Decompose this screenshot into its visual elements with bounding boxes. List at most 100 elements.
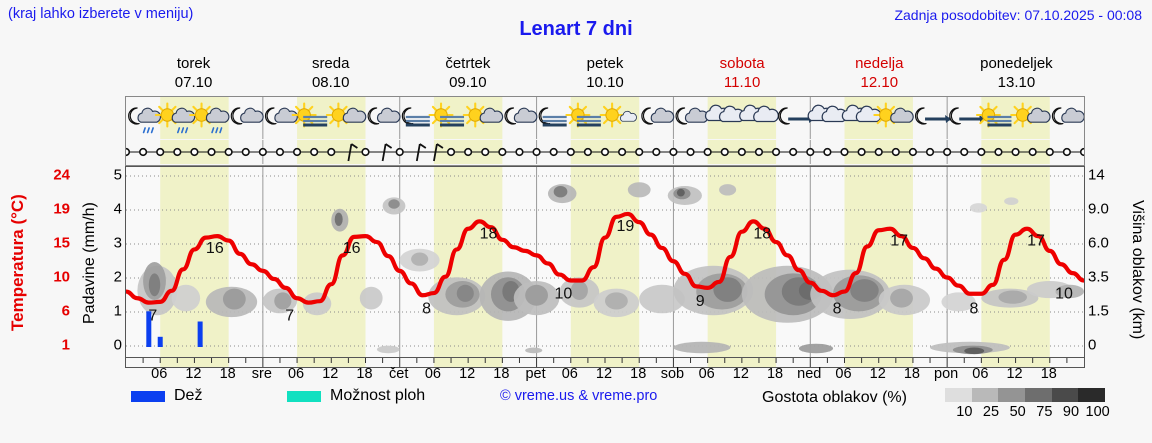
moon-cloud-icon <box>367 107 401 125</box>
wind-calm-icon <box>498 147 507 157</box>
cloud-height-tick: 9.0 <box>1088 200 1109 218</box>
day-date: 11.10 <box>723 73 761 91</box>
x-axis-tick-label: 18 <box>493 366 510 382</box>
x-axis-tick-label: ned <box>797 366 822 382</box>
day-header-row: torek 07.10 sreda 08.10 četrtek 09.10 petek 10.… <box>125 55 1085 93</box>
precipitation-bar <box>197 321 203 347</box>
cloud-density-ramp-segment <box>998 388 1026 402</box>
wind-calm-icon <box>258 147 267 157</box>
wind-calm-icon <box>771 147 781 157</box>
x-axis-tick-label: sre <box>251 366 272 382</box>
precipitation-tick: 4 <box>113 200 122 218</box>
x-axis-tick-label: 12 <box>185 366 202 382</box>
day-header-cell-sreda: sreda 08.10 <box>262 55 399 93</box>
wind-calm-icon <box>994 147 1003 157</box>
precipitation-bar <box>157 336 163 347</box>
wind-barb-strip <box>125 140 1085 166</box>
x-axis-tick-label: 06 <box>835 366 852 382</box>
rain-legend-label: Dež <box>174 387 203 404</box>
x-axis-tick-label: 18 <box>903 366 920 382</box>
x-axis-tick-label: 12 <box>1006 366 1023 382</box>
cloud-height-tick: 3.5 <box>1088 268 1109 286</box>
wind-calm-icon <box>652 147 661 157</box>
wind-calm-icon <box>566 147 575 157</box>
sun-fog-icon <box>428 102 465 128</box>
wind-calm-icon <box>310 147 319 157</box>
x-axis-tick-label: pon <box>934 366 959 382</box>
x-axis-tick-label: 12 <box>595 366 613 382</box>
day-header-cell-sobota: sobota 11.10 <box>674 55 811 93</box>
temperature-tick: 10 <box>53 268 70 286</box>
wind-calm-icon <box>1011 147 1020 157</box>
temperature-value-label: 18 <box>480 225 498 242</box>
temperature-value-label: 9 <box>696 293 705 310</box>
cloud-density-ramp-label: 90 <box>1062 404 1080 420</box>
temperature-tick: 15 <box>53 234 70 252</box>
wind-calm-icon <box>156 147 165 157</box>
day-header-cell-torek: torek 07.10 <box>125 55 262 93</box>
cloud-height-axis-ticks: 14 9.0 6.0 3.5 1.5 0 <box>1088 166 1130 358</box>
wind-calm-icon <box>532 147 541 157</box>
wind-calm-icon <box>139 147 148 157</box>
x-axis-tick-label: 06 <box>972 366 989 382</box>
temperature-value-label: 8 <box>969 300 978 317</box>
cloud-density-ramp-segment <box>971 388 999 402</box>
cloud-density-ramp-segment <box>1025 388 1052 402</box>
day-date: 13.10 <box>997 73 1036 91</box>
wind-calm-icon <box>600 147 610 157</box>
temperature-line <box>126 211 1084 305</box>
day-name: torek <box>176 55 211 72</box>
wind-calm-icon <box>464 147 473 157</box>
sun-fog-icon <box>565 102 601 128</box>
wind-calm-icon <box>840 147 849 157</box>
moon-cloud-icon <box>641 107 675 125</box>
x-axis-tick-label: 18 <box>766 366 784 382</box>
wind-calm-icon <box>583 147 592 157</box>
cloud-overcast-icon <box>704 104 745 123</box>
temperature-value-label: 19 <box>617 218 635 235</box>
x-axis-tick-label: 06 <box>561 366 578 382</box>
temperature-axis-title: Temperatura (°C) <box>8 194 27 332</box>
temperature-axis-ticks: 24 19 15 10 6 1 <box>34 166 70 358</box>
moon-cloud-icon <box>230 107 264 125</box>
temperature-value-label: 8 <box>422 300 431 317</box>
x-axis-tick-label: 12 <box>732 366 749 382</box>
sun-cloud-rain-icon <box>189 102 230 134</box>
wind-calm-icon <box>925 147 935 157</box>
wind-calm-icon <box>703 147 712 157</box>
rain-legend-swatch <box>131 391 165 402</box>
wind-barb-icon <box>381 143 393 162</box>
temperature-tick: 6 <box>61 302 70 320</box>
wind-calm-icon <box>857 147 866 157</box>
day-name: sreda <box>311 55 350 72</box>
wind-calm-icon <box>173 147 182 157</box>
x-axis-tick-strip <box>125 358 1085 368</box>
wind-calm-icon <box>823 147 832 157</box>
wind-calm-icon <box>126 147 131 157</box>
page-title: Lenart 7 dni <box>519 18 633 40</box>
day-header-cell-četrtek: četrtek 09.10 <box>399 55 536 93</box>
precipitation-tick: 5 <box>113 166 122 184</box>
precipitation-tick: 3 <box>113 234 122 252</box>
x-axis-tick-label: pet <box>525 366 546 382</box>
precipitation-bars <box>146 311 203 347</box>
day-name: petek <box>586 55 624 72</box>
temperature-value-label: 7 <box>148 308 157 325</box>
day-header-cell-ponedeljek: ponedeljek 13.10 <box>948 55 1085 93</box>
x-axis-tick-label: 18 <box>219 366 236 382</box>
x-axis-tick-label: 18 <box>630 366 647 382</box>
wind-calm-icon <box>635 147 644 157</box>
showers-legend-label: Možnost ploh <box>330 387 426 404</box>
sun-cloud-rain-icon <box>154 102 196 134</box>
wind-barb-icon <box>415 143 427 162</box>
cloud-overcast-icon <box>739 104 779 123</box>
temperature-tick: 24 <box>53 166 70 184</box>
wind-calm-icon <box>806 147 815 157</box>
precipitation-tick: 2 <box>113 268 122 286</box>
precipitation-axis-title: Padavine (mm/h) <box>81 202 98 324</box>
moon-cloud-icon <box>504 107 538 125</box>
x-axis-tick-label: 06 <box>151 366 168 382</box>
cloud-height-tick: 6.0 <box>1088 234 1109 252</box>
moon-cloud-icon <box>675 107 709 125</box>
wind-calm-icon <box>481 147 490 157</box>
